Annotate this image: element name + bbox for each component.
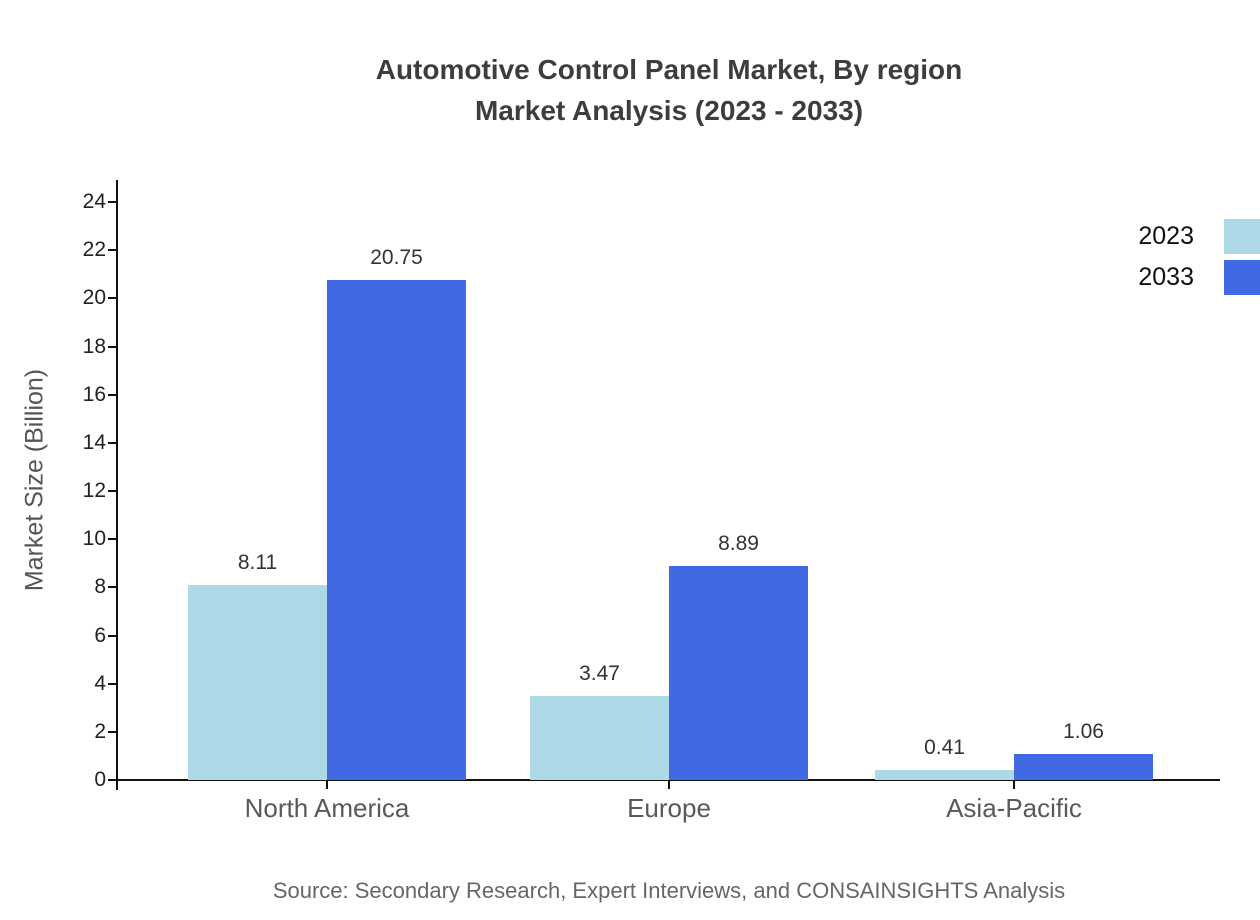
- bar-value-label: 3.47: [579, 662, 620, 686]
- legend-item-2023: 2023: [1138, 219, 1260, 254]
- bar-value-label: 0.41: [924, 736, 965, 760]
- y-tick: [108, 682, 116, 685]
- y-tick-label: 10: [82, 527, 106, 551]
- y-tick: [108, 490, 116, 492]
- y-tick-label: 20: [82, 286, 106, 310]
- y-tick-label: 8: [94, 575, 106, 599]
- bar-2023-asia-pacific: [875, 770, 1014, 780]
- x-category-label: Asia-Pacific: [946, 793, 1082, 823]
- x-tick: [1013, 780, 1015, 789]
- bar-2033-north-america: [327, 280, 466, 780]
- y-tick-label: 12: [82, 479, 106, 502]
- y-tick: [108, 634, 116, 637]
- legend-swatch: [1224, 219, 1260, 254]
- chart-title-line2: Market Analysis (2023 - 2033): [474, 95, 864, 126]
- y-tick: [108, 393, 116, 396]
- y-tick: [108, 345, 116, 348]
- bar-2023-north-america: [188, 584, 327, 780]
- y-tick: [108, 441, 116, 444]
- y-tick-label: 2: [94, 719, 106, 743]
- legend-item-2033: 2033: [1138, 260, 1260, 295]
- bar-value-label: 20.75: [370, 246, 423, 270]
- bar-2023-europe: [530, 696, 669, 780]
- source-note: Source: Secondary Research, Expert Inter…: [272, 878, 1066, 903]
- y-tick: [108, 779, 116, 781]
- y-axis-line: [116, 180, 118, 790]
- y-tick: [108, 538, 116, 541]
- y-tick: [108, 297, 116, 300]
- y-tick-label: 16: [82, 382, 106, 406]
- bar-value-label: 8.11: [237, 550, 278, 574]
- x-category-label: Europe: [627, 793, 711, 823]
- y-tick: [108, 730, 116, 733]
- y-tick-label: 14: [82, 430, 106, 454]
- bar-2033-asia-pacific: [1014, 754, 1153, 780]
- chart-title-line1: Automotive Control Panel Market, By regi…: [375, 54, 963, 85]
- y-tick-label: 24: [82, 190, 106, 213]
- chart-title: Automotive Control Panel Market, By regi…: [118, 49, 1220, 131]
- y-tick-label: 22: [82, 238, 106, 262]
- y-tick: [108, 201, 116, 203]
- bar-value-label: 8.89: [718, 531, 759, 555]
- y-tick: [108, 586, 116, 589]
- x-category-label: North America: [244, 793, 410, 823]
- bar-value-label: 1.06: [1063, 720, 1104, 744]
- y-tick: [108, 249, 116, 252]
- legend: 2023 2033: [1138, 219, 1260, 295]
- legend-swatch: [1224, 260, 1260, 295]
- y-tick-label: 18: [82, 334, 106, 358]
- y-tick-label: 0: [94, 768, 106, 791]
- legend-label: 2033: [1138, 263, 1194, 291]
- legend-label: 2023: [1138, 222, 1194, 250]
- y-tick-label: 4: [94, 671, 106, 695]
- bar-2033-europe: [669, 565, 808, 780]
- x-tick: [326, 780, 328, 789]
- y-tick-label: 6: [94, 623, 106, 647]
- x-tick: [668, 780, 670, 789]
